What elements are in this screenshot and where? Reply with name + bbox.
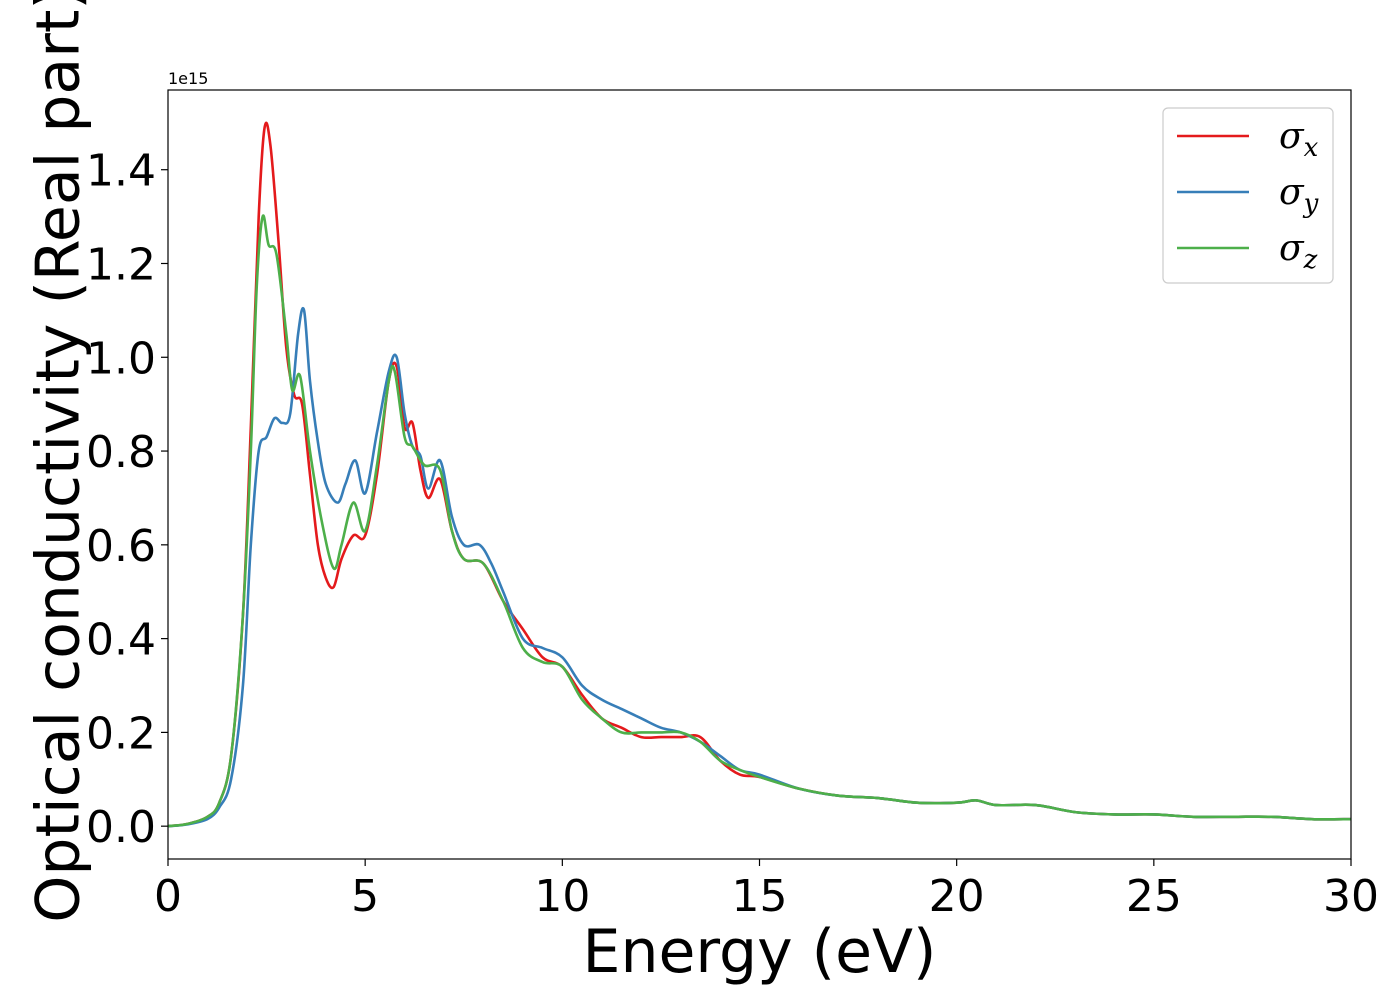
legend-box (1162, 107, 1334, 284)
y-tick-label: 1.2 (86, 239, 156, 290)
series-layer (168, 121, 1351, 828)
y-tick-label: 0.0 (86, 802, 156, 853)
legend-label-x: σx (1279, 116, 1319, 163)
x-tick-label: 20 (929, 871, 985, 922)
y-axis: 0.0 0.2 0.4 0.6 0.8 1.0 1.2 1.4 (86, 146, 168, 853)
legend-symbol: σ (1279, 172, 1305, 213)
series-line-z (168, 214, 1351, 828)
y-tick-label: 0.2 (86, 708, 156, 759)
legend-label-y: σy (1279, 172, 1319, 219)
legend-subscript: y (1303, 189, 1319, 219)
y-tick-label: 0.6 (86, 521, 156, 572)
legend-symbol: σ (1279, 116, 1305, 157)
y-tick-label: 0.8 (86, 427, 156, 478)
x-axis: 0 5 10 15 20 25 30 (154, 859, 1379, 922)
x-axis-label: Energy (eV) (583, 917, 937, 987)
x-tick-label: 5 (351, 871, 379, 922)
legend-label-z: σz (1279, 228, 1318, 275)
series-line-y (168, 307, 1351, 828)
x-tick-label: 10 (534, 871, 590, 922)
y-tick-label: 1.0 (86, 333, 156, 384)
y-tick-label: 0.4 (86, 615, 156, 666)
legend-subscript: z (1303, 245, 1318, 275)
y-offset-text: 1e15 (168, 69, 208, 88)
x-tick-label: 30 (1323, 871, 1379, 922)
x-tick-label: 0 (154, 871, 182, 922)
legend-subscript: x (1304, 133, 1319, 163)
x-tick-label: 25 (1126, 871, 1182, 922)
legend-symbol: σ (1279, 228, 1305, 269)
x-tick-label: 15 (732, 871, 788, 922)
y-axis-label: Optical conductivity (Real part) (24, 0, 94, 923)
y-tick-label: 1.4 (86, 146, 156, 197)
